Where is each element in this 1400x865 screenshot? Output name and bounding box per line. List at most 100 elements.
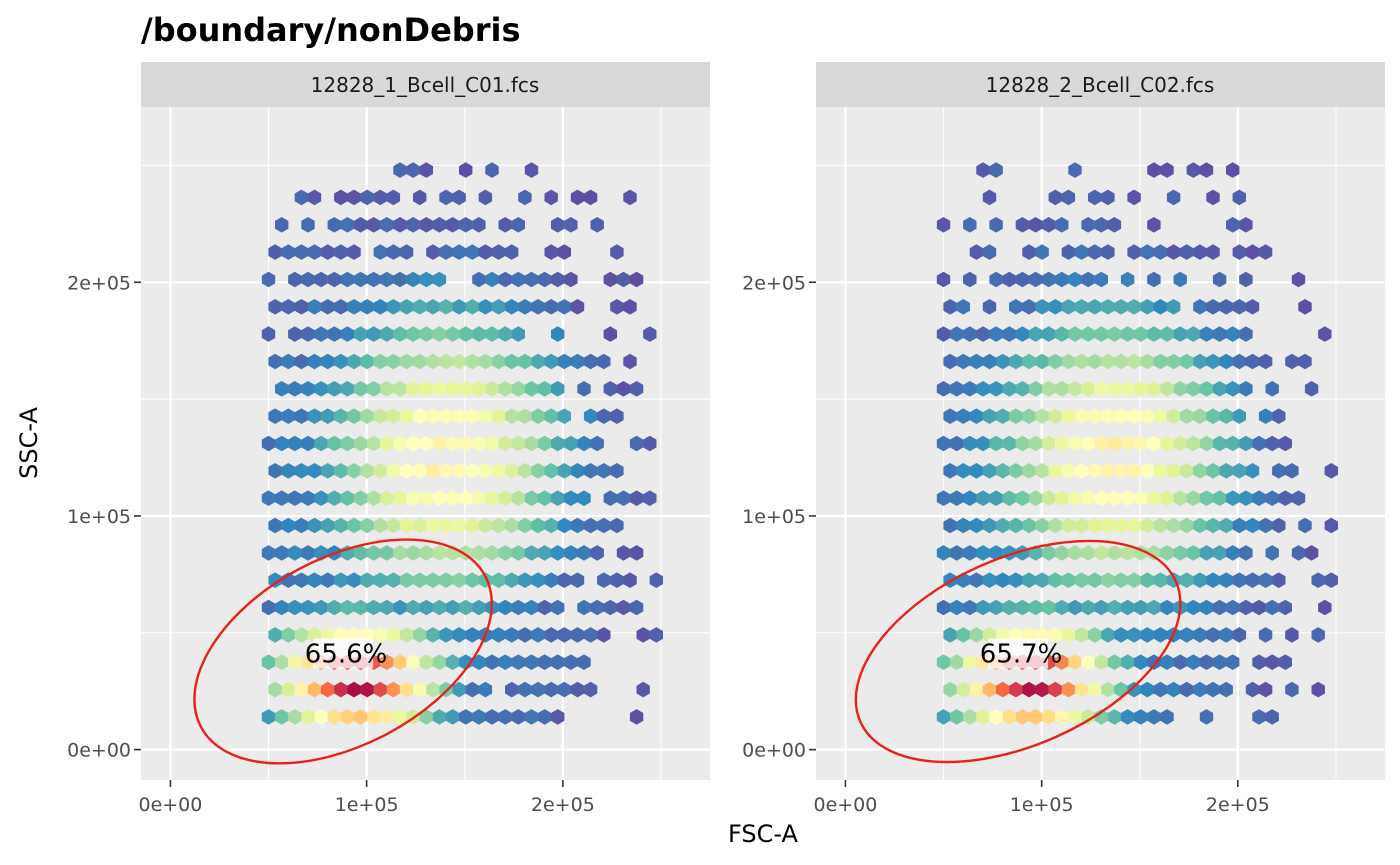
hexbin bbox=[1042, 217, 1056, 233]
hexbin bbox=[1153, 408, 1168, 424]
hexbin bbox=[261, 435, 276, 452]
hexbin bbox=[498, 381, 512, 397]
hexbin bbox=[498, 271, 512, 288]
hexbin bbox=[478, 517, 493, 534]
hexbin bbox=[1232, 517, 1246, 534]
hexbin bbox=[393, 381, 407, 397]
hexbin bbox=[419, 599, 433, 616]
hexbin bbox=[1180, 681, 1194, 698]
hexbin bbox=[340, 326, 355, 342]
hexbin bbox=[1272, 463, 1286, 479]
hexbin bbox=[511, 271, 525, 288]
hexbin bbox=[1166, 517, 1181, 534]
hexbin bbox=[623, 299, 637, 315]
hexbin bbox=[307, 353, 322, 370]
hexbin bbox=[956, 517, 970, 534]
hexbin bbox=[1140, 463, 1154, 479]
hexbin bbox=[1180, 244, 1194, 260]
hexbin bbox=[518, 681, 532, 698]
hexbin bbox=[485, 435, 499, 452]
hexbin bbox=[373, 408, 387, 424]
hexbin bbox=[1291, 545, 1306, 561]
hexbin bbox=[1068, 709, 1082, 725]
hexbin bbox=[950, 545, 964, 561]
hexbin bbox=[498, 435, 512, 452]
hexbin bbox=[969, 572, 984, 588]
hexbin bbox=[551, 545, 565, 561]
hexbin bbox=[989, 435, 1003, 452]
hexbin bbox=[610, 244, 624, 260]
hexbin bbox=[1127, 189, 1141, 206]
hexbin bbox=[261, 490, 276, 506]
hexbin bbox=[275, 381, 289, 397]
hexbin bbox=[518, 463, 532, 479]
hexbin bbox=[386, 681, 401, 698]
hexbin bbox=[1061, 463, 1076, 479]
hexbin bbox=[472, 654, 486, 670]
hexbin bbox=[439, 244, 453, 260]
hexbin bbox=[1272, 408, 1286, 424]
hexbin bbox=[1068, 599, 1082, 616]
hexbin bbox=[629, 490, 644, 506]
hexbin bbox=[577, 545, 591, 561]
hexbin bbox=[465, 244, 479, 260]
hexbin bbox=[1061, 244, 1076, 260]
hexbin bbox=[1324, 572, 1338, 588]
hexbin bbox=[1219, 572, 1233, 588]
hexbin bbox=[989, 490, 1003, 506]
hexbin bbox=[1061, 681, 1076, 698]
hexbin bbox=[478, 408, 493, 424]
hexbin bbox=[1147, 654, 1161, 670]
hexbin bbox=[301, 381, 315, 397]
hexbin bbox=[1173, 381, 1187, 397]
hexbin bbox=[353, 709, 368, 725]
hexbin bbox=[478, 299, 493, 315]
hexbin bbox=[334, 517, 348, 534]
hexbin bbox=[340, 217, 355, 233]
hexbin bbox=[1120, 599, 1135, 616]
hexbin bbox=[1068, 545, 1082, 561]
hexbin bbox=[583, 463, 598, 479]
hexbin bbox=[936, 271, 951, 288]
hexbin bbox=[406, 654, 420, 670]
hexbin bbox=[610, 299, 624, 315]
hexbin bbox=[1206, 681, 1220, 698]
hexbin bbox=[982, 189, 997, 206]
hexbin bbox=[1140, 572, 1154, 588]
hexbin bbox=[1291, 490, 1306, 506]
hexbin bbox=[1055, 654, 1069, 670]
hexbin bbox=[1074, 353, 1089, 370]
hexbin bbox=[1028, 490, 1043, 506]
hexbin bbox=[432, 709, 447, 725]
hexbin bbox=[465, 681, 479, 698]
hexbin bbox=[327, 490, 341, 506]
hexbin bbox=[1265, 709, 1279, 725]
y-tick-label: 0e+00 bbox=[67, 740, 131, 762]
hexbin bbox=[557, 299, 571, 315]
hexbin bbox=[518, 572, 532, 588]
hexbin bbox=[1173, 654, 1187, 670]
hexbin bbox=[386, 244, 401, 260]
hexbin bbox=[1042, 709, 1056, 725]
hexbin bbox=[347, 517, 361, 534]
hexbin bbox=[373, 627, 387, 643]
hexbin bbox=[551, 435, 565, 452]
hexbin bbox=[936, 599, 951, 616]
hexbin bbox=[518, 353, 532, 370]
hexbin bbox=[505, 299, 519, 315]
hexbin bbox=[1055, 490, 1069, 506]
hexbin bbox=[989, 381, 1003, 397]
hexbin bbox=[989, 599, 1003, 616]
hexbin bbox=[511, 326, 525, 342]
hexbin bbox=[1258, 517, 1273, 534]
hexbin bbox=[1232, 463, 1246, 479]
hexbin bbox=[485, 381, 499, 397]
hexbin bbox=[1186, 381, 1200, 397]
hexbin bbox=[1120, 490, 1135, 506]
hexbin bbox=[1068, 162, 1082, 178]
hexbin bbox=[321, 299, 335, 315]
hexbin bbox=[551, 217, 565, 233]
hexbin bbox=[498, 326, 512, 342]
hexbin bbox=[1048, 627, 1062, 643]
hexbin bbox=[1088, 463, 1102, 479]
